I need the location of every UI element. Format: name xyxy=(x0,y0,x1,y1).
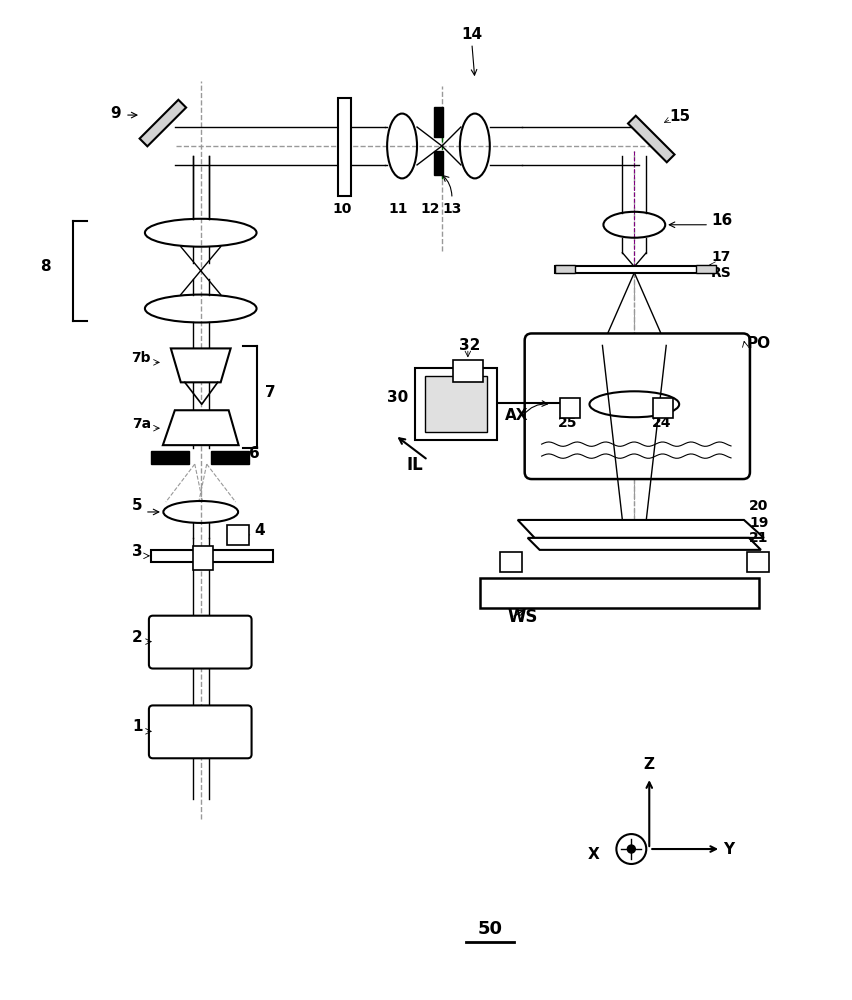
Bar xyxy=(415,368,496,440)
Text: 2: 2 xyxy=(132,630,143,645)
Text: 25: 25 xyxy=(557,416,577,430)
FancyBboxPatch shape xyxy=(524,333,749,479)
Text: 14: 14 xyxy=(461,27,482,42)
Text: 5: 5 xyxy=(132,498,143,513)
Bar xyxy=(424,376,486,432)
Text: Y: Y xyxy=(722,842,734,857)
Text: 10: 10 xyxy=(332,202,352,216)
Text: 4: 4 xyxy=(254,523,265,538)
Text: PO: PO xyxy=(746,336,770,351)
Text: 50: 50 xyxy=(477,920,502,938)
Text: 8: 8 xyxy=(41,259,51,274)
Text: 3: 3 xyxy=(132,544,143,559)
Polygon shape xyxy=(627,116,674,162)
Text: 11: 11 xyxy=(388,202,407,216)
Bar xyxy=(434,151,442,175)
Text: Z: Z xyxy=(643,757,654,772)
Text: 32: 32 xyxy=(458,338,480,353)
Bar xyxy=(554,266,715,273)
Text: 19: 19 xyxy=(748,516,768,530)
Polygon shape xyxy=(517,520,763,538)
Text: IL: IL xyxy=(406,456,423,474)
FancyBboxPatch shape xyxy=(149,705,251,758)
Bar xyxy=(227,525,248,545)
Text: 6: 6 xyxy=(248,446,259,461)
Text: WS: WS xyxy=(507,608,538,626)
Circle shape xyxy=(626,845,635,853)
Bar xyxy=(151,451,188,464)
Bar xyxy=(151,550,272,562)
Text: 13: 13 xyxy=(441,202,461,216)
Text: 24: 24 xyxy=(651,416,671,430)
Text: 7: 7 xyxy=(264,385,275,400)
Text: RS: RS xyxy=(711,266,731,280)
Bar xyxy=(554,265,574,273)
Text: 21: 21 xyxy=(748,531,768,545)
Text: 20: 20 xyxy=(748,499,768,513)
Bar xyxy=(653,398,672,418)
Text: 9: 9 xyxy=(110,106,121,121)
Polygon shape xyxy=(527,538,760,550)
Bar xyxy=(746,552,768,572)
Text: 17: 17 xyxy=(711,250,729,264)
Bar xyxy=(193,546,212,570)
Text: X: X xyxy=(587,847,599,862)
Bar xyxy=(338,98,351,196)
Text: 16: 16 xyxy=(711,213,732,228)
Bar xyxy=(499,552,521,572)
Text: AX: AX xyxy=(504,408,527,423)
Polygon shape xyxy=(163,410,239,445)
Bar xyxy=(210,451,248,464)
Text: 7b: 7b xyxy=(131,351,151,365)
Bar xyxy=(559,398,579,418)
FancyBboxPatch shape xyxy=(149,616,251,669)
Text: 15: 15 xyxy=(669,109,689,124)
Text: 30: 30 xyxy=(386,390,407,405)
Text: 12: 12 xyxy=(420,202,440,216)
Bar xyxy=(480,578,758,608)
Bar xyxy=(695,265,715,273)
Bar xyxy=(452,360,482,382)
Polygon shape xyxy=(170,348,230,382)
Polygon shape xyxy=(140,100,186,146)
Text: 1: 1 xyxy=(132,719,143,734)
Text: 7a: 7a xyxy=(131,417,151,431)
Bar xyxy=(434,107,442,137)
